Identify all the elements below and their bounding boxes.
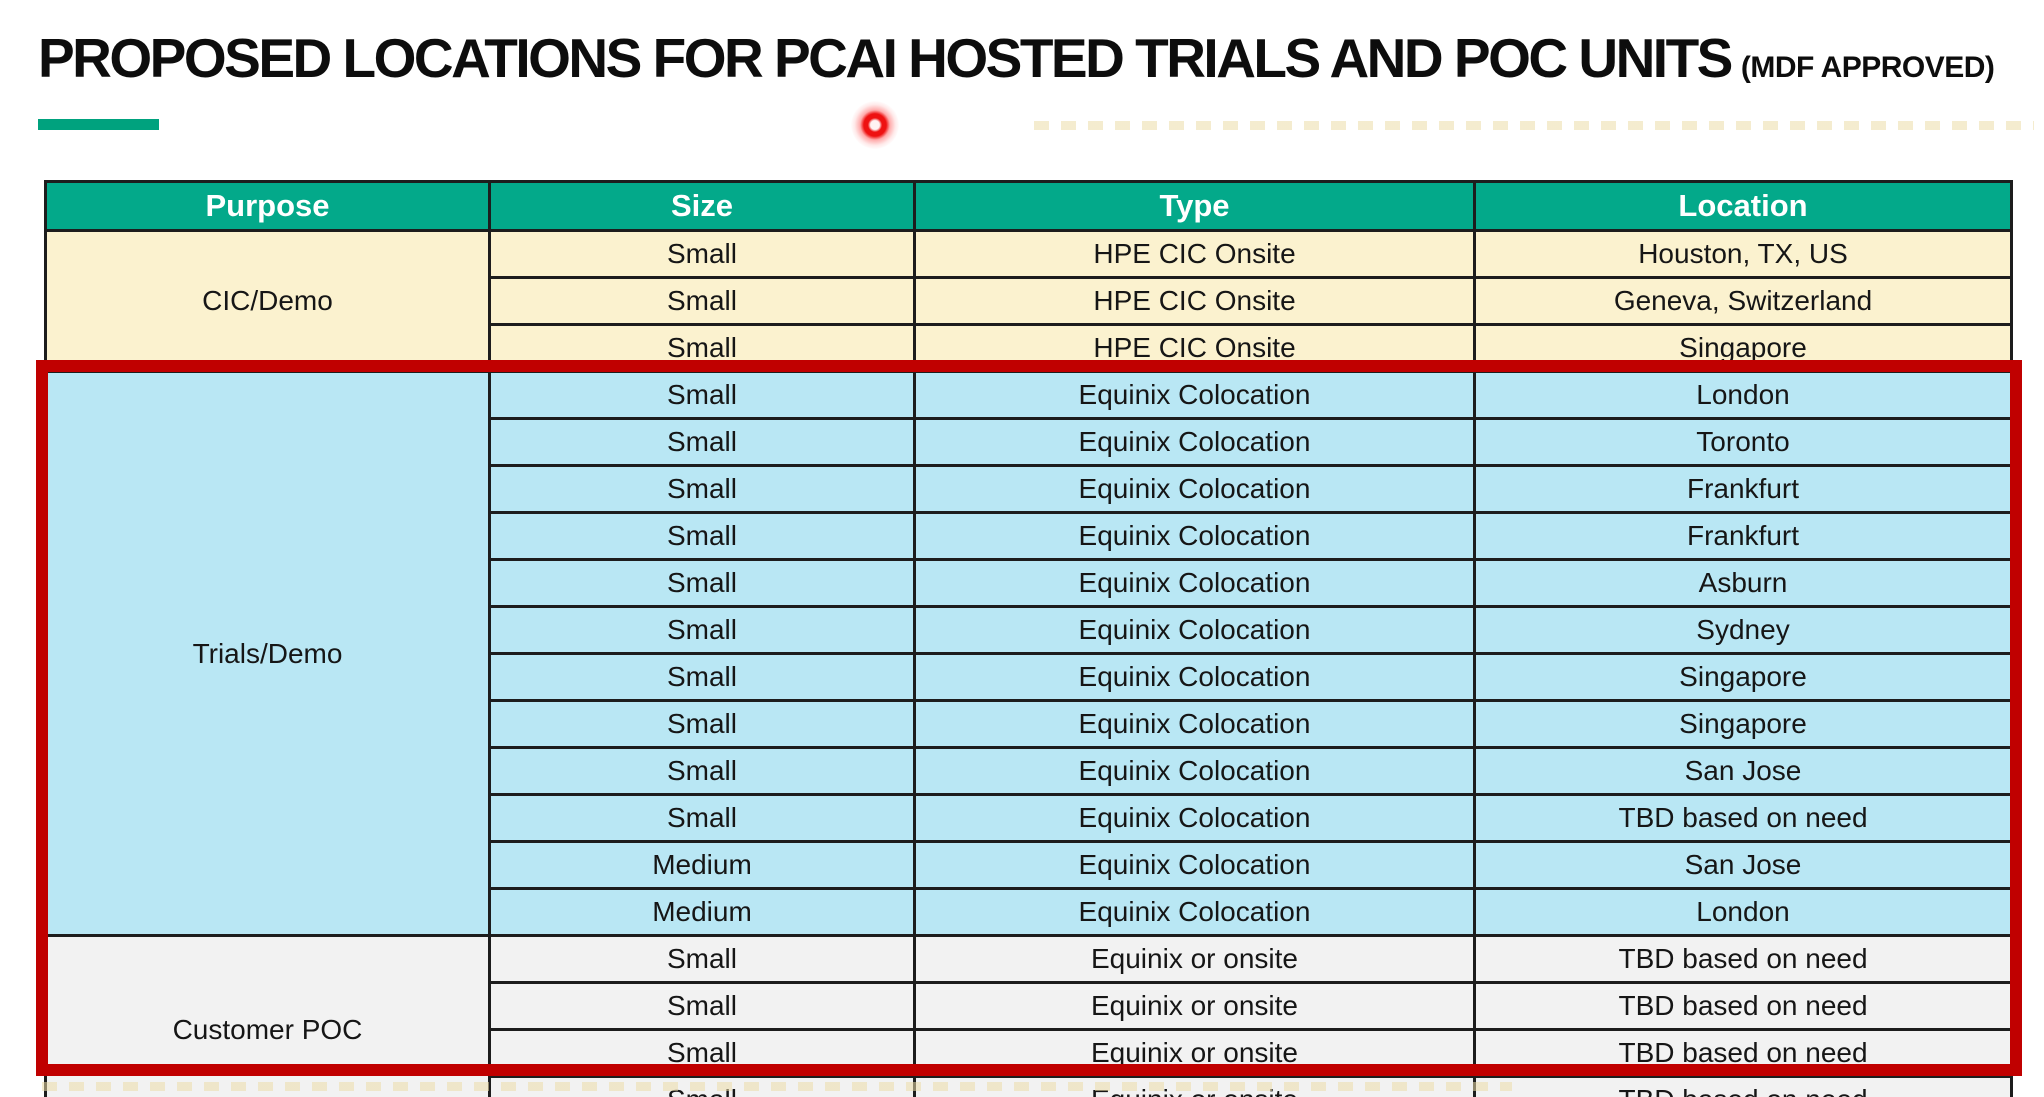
size-cell: Small [488,370,916,420]
table-row: Small Equinix Colocation Frankfurt [46,464,2013,514]
size-cell: Small [488,605,916,655]
size-cell: Small [488,793,916,843]
table-row: Customer POC Small Equinix or onsite TBD ba… [44,934,2013,1097]
type-cell: Equinix Colocation [913,605,1476,655]
page-title: PROPOSED LOCATIONS FOR PCAI HOSTED TRIAL… [38,26,1995,90]
column-header-size: Size [488,180,916,232]
page-title-suffix: (MDF APPROVED) [1740,51,1995,84]
size-cell: Small [488,652,916,702]
size-cell: Small [488,417,916,467]
size-cell: Small [488,981,916,1031]
column-header-type: Type [913,180,1476,232]
location-cell: TBD based on need [1473,1028,2013,1078]
title-accent-bar [38,119,159,130]
ghost-text-artifact [1034,121,2034,130]
size-cell: Small [488,323,916,373]
size-cell: Small [488,1028,916,1078]
size-cell: Small [488,464,916,514]
purpose-cell: CIC/Demo [44,229,491,373]
type-cell: Equinix or onsite [913,1075,1476,1097]
type-cell: Equinix Colocation [913,699,1476,749]
type-cell: Equinix or onsite [913,981,1476,1031]
size-cell: Small [488,746,916,796]
location-cell: San Jose [1473,746,2013,796]
size-cell: Medium [488,887,916,937]
size-cell: Small [488,1075,916,1097]
location-cell: TBD based on need [1473,793,2013,843]
location-cell: Toronto [1473,417,2013,467]
purpose-cell: Customer POC [44,934,491,1097]
type-cell: Equinix Colocation [913,652,1476,702]
size-cell: Small [488,229,916,279]
location-cell: Frankfurt [1473,464,2013,514]
table-row: Small Equinix Colocation Asburn [46,558,2013,608]
locations-table: Purpose Size Type Location CIC/Demo Small… [44,180,2013,1097]
column-header-purpose: Purpose [44,180,491,232]
table-row: Small Equinix Colocation Singapore [46,652,2013,702]
location-cell: Singapore [1473,652,2013,702]
location-cell: London [1473,370,2013,420]
table-row: Small Equinix Colocation TBD based on need [46,793,2013,843]
location-cell: Asburn [1473,558,2013,608]
table-row: Trials/Demo Small Equinix Colocation London [44,370,2013,937]
size-cell: Small [488,699,916,749]
location-cell: London [1473,887,2013,937]
laser-pointer-dot [851,101,899,149]
location-cell: Frankfurt [1473,511,2013,561]
type-cell: Equinix Colocation [913,464,1476,514]
size-cell: Small [488,511,916,561]
type-cell: Equinix Colocation [913,887,1476,937]
type-cell: Equinix or onsite [913,934,1476,984]
table-row: CIC/Demo Small HPE CIC Onsite Houston, TX, … [44,229,2013,373]
type-cell: Equinix Colocation [913,511,1476,561]
table-row: Small Equinix Colocation Singapore [46,699,2013,749]
table-row: Small Equinix Colocation Toronto [46,417,2013,467]
purpose-cell: Trials/Demo [44,370,491,937]
type-cell: HPE CIC Onsite [913,229,1476,279]
type-cell: Equinix Colocation [913,417,1476,467]
column-header-location: Location [1473,180,2013,232]
location-cell: San Jose [1473,840,2013,890]
size-cell: Small [488,934,916,984]
type-cell: Equinix Colocation [913,793,1476,843]
type-cell: Equinix Colocation [913,840,1476,890]
type-cell: Equinix Colocation [913,370,1476,420]
location-cell: Singapore [1473,699,2013,749]
type-cell: HPE CIC Onsite [913,323,1476,373]
size-cell: Small [488,558,916,608]
page-title-text: PROPOSED LOCATIONS FOR PCAI HOSTED TRIAL… [38,27,1733,89]
location-cell: TBD based on need [1473,1075,2013,1097]
table-row: Small HPE CIC Onsite Geneva, Switzerland [46,276,2013,326]
table-row: Small Equinix Colocation San Jose [46,746,2013,796]
table-row: Small Equinix Colocation Sydney [46,605,2013,655]
size-cell: Medium [488,840,916,890]
table-header-row: Purpose Size Type Location [44,180,2013,232]
location-cell: TBD based on need [1473,981,2013,1031]
type-cell: HPE CIC Onsite [913,276,1476,326]
location-cell: Geneva, Switzerland [1473,276,2013,326]
location-cell: Singapore [1473,323,2013,373]
location-cell: Houston, TX, US [1473,229,2013,279]
size-cell: Small [488,276,916,326]
type-cell: Equinix or onsite [913,1028,1476,1078]
location-cell: Sydney [1473,605,2013,655]
table-row: Small Equinix Colocation Frankfurt [46,511,2013,561]
type-cell: Equinix Colocation [913,558,1476,608]
location-cell: TBD based on need [1473,934,2013,984]
table-row: Medium Equinix Colocation San Jose [46,840,2013,890]
type-cell: Equinix Colocation [913,746,1476,796]
table-row: Medium Equinix Colocation London [46,887,2013,937]
